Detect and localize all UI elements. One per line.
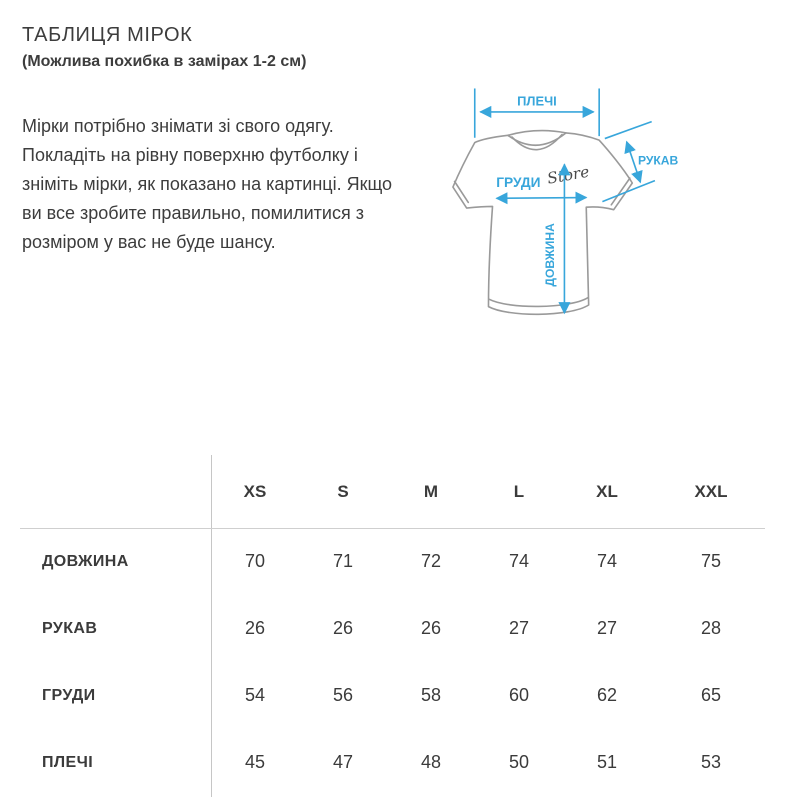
- table-cell: 27: [596, 618, 618, 638]
- shoulders-label: ПЛЕЧІ: [517, 93, 557, 108]
- extent-line: [604, 120, 652, 140]
- row-label: РУКАВ: [42, 619, 98, 637]
- table-cell: 47: [332, 752, 354, 772]
- chest-arrow-icon: [495, 191, 588, 205]
- table-cell: 50: [508, 752, 530, 772]
- sleeve-dimension: РУКАВ: [602, 120, 679, 203]
- row-label: ГРУДИ: [42, 686, 96, 704]
- table-cell: 26: [244, 618, 266, 638]
- table-row: ГРУДИ 54 56 58 60 62 65: [0, 662, 800, 729]
- column-header-xs: XS: [243, 481, 267, 501]
- chest-label: ГРУДИ: [496, 175, 540, 190]
- extent-line: [602, 179, 656, 203]
- column-header-l: L: [513, 481, 525, 501]
- table-cell: 62: [596, 685, 618, 705]
- table-cell: 45: [244, 752, 266, 772]
- table-cell: 53: [700, 752, 722, 772]
- length-label: ДОВЖИНА: [543, 223, 557, 287]
- table-cell: 26: [332, 618, 354, 638]
- table-cell: 56: [332, 685, 354, 705]
- table-cell: 28: [700, 618, 722, 638]
- column-header-m: M: [423, 481, 439, 501]
- sleeve-arrow-icon: [624, 140, 643, 184]
- page-title: ТАБЛИЦЯ МІРОК: [22, 24, 193, 46]
- table-cell: 70: [244, 551, 266, 571]
- table-cell: 74: [508, 551, 530, 571]
- measuring-instructions: Мірки потрібно знімати зі свого одягу. П…: [22, 116, 393, 252]
- sleeve-label: РУКАВ: [638, 153, 679, 167]
- table-cell: 48: [420, 752, 442, 772]
- table-cell: 72: [420, 551, 442, 571]
- table-cell: 65: [700, 685, 722, 705]
- table-cell: 71: [332, 551, 354, 571]
- table-cell: 58: [420, 685, 442, 705]
- table-header-divider: [20, 528, 765, 529]
- table-cell: 74: [596, 551, 618, 571]
- row-label: ДОВЖИНА: [42, 552, 129, 570]
- page-subtitle: (Можлива похибка в замірах 1-2 см): [22, 53, 307, 70]
- table-header-row: XS S M L XL XXL: [0, 455, 800, 528]
- table-row: ПЛЕЧІ 45 47 48 50 51 53: [0, 729, 800, 796]
- table-row: РУКАВ 26 26 26 27 27 28: [0, 595, 800, 662]
- table-cell: 27: [508, 618, 530, 638]
- table-row: ДОВЖИНА 70 71 72 74 74 75: [0, 528, 800, 595]
- tshirt-size-diagram: ПЛЕЧІ РУКАВ ГРУДИ Store ДОВЖИНА: [452, 88, 679, 316]
- table-cell: 51: [596, 752, 618, 772]
- table-cell: 60: [508, 685, 530, 705]
- column-header-xxl: XXL: [694, 481, 728, 501]
- shoulders-dimension: ПЛЕЧІ: [473, 88, 600, 138]
- table-vertical-divider: [211, 455, 212, 797]
- table-cell: 26: [420, 618, 442, 638]
- chest-dimension: ГРУДИ: [495, 175, 588, 205]
- length-dimension: ДОВЖИНА: [543, 163, 571, 315]
- table-cell: 54: [244, 685, 266, 705]
- column-header-xl: XL: [596, 481, 618, 501]
- tshirt-outline-icon: [452, 129, 634, 316]
- row-label: ПЛЕЧІ: [42, 753, 94, 771]
- size-table: XS S M L XL XXL ДОВЖИНА 70 71 72 74 74 75 РУКАВ 26 26 26…: [0, 455, 800, 796]
- column-header-s: S: [337, 481, 349, 501]
- table-cell: 75: [700, 551, 722, 571]
